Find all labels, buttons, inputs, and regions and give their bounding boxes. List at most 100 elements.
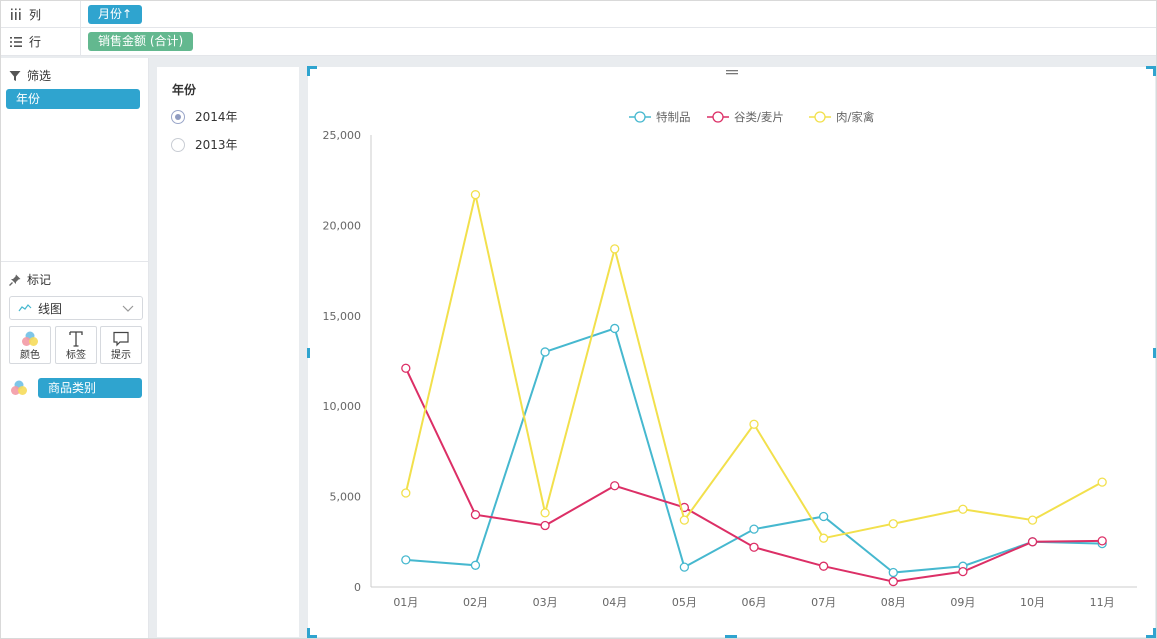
columns-shelf[interactable]: 列 月份↑ <box>1 1 1156 28</box>
pin-icon <box>9 274 21 286</box>
legend-label: 谷类/麦片 <box>734 110 784 124</box>
rows-icon <box>10 36 22 47</box>
data-point <box>818 561 829 571</box>
mark-type-select[interactable]: 线图 <box>9 296 143 320</box>
x-tick-label: 05月 <box>672 596 697 609</box>
legend-swatch-marker <box>634 111 646 123</box>
label-mark-label: 标签 <box>66 350 86 361</box>
resize-corner-bottom-right[interactable] <box>1146 628 1156 638</box>
resize-corner-bottom-left[interactable] <box>307 628 317 638</box>
data-point <box>610 481 620 491</box>
series-line <box>405 327 1103 574</box>
data-point <box>679 515 690 525</box>
data-point <box>888 567 898 578</box>
x-tick-label: 09月 <box>950 596 975 609</box>
color-mark-button[interactable]: 颜色 <box>9 326 51 364</box>
year-option-2013[interactable]: 2013年 <box>171 136 238 153</box>
data-point <box>1027 515 1038 525</box>
radio-selected[interactable] <box>171 109 185 124</box>
y-tick-label: 15,000 <box>323 310 362 323</box>
marks-title-text: 标记 <box>27 273 52 287</box>
data-point <box>540 520 550 531</box>
columns-label-text: 列 <box>29 7 42 22</box>
series-line <box>404 194 1103 540</box>
x-tick-label: 02月 <box>463 596 488 609</box>
x-tick-label: 03月 <box>533 596 558 609</box>
tooltip-mark-label: 提示 <box>111 350 131 361</box>
year-option-label: 2013年 <box>195 138 238 152</box>
y-tick-label: 0 <box>354 581 361 594</box>
data-point <box>679 562 690 572</box>
year-option-2014[interactable]: 2014年 <box>171 108 238 125</box>
rows-shelf[interactable]: 行 销售金额 (合计) <box>1 28 1156 56</box>
filter-section-title: 筛选 <box>9 67 51 84</box>
line-chart-icon <box>18 304 32 312</box>
label-mark-button[interactable]: 标签 <box>55 326 97 364</box>
resize-handle-bottom[interactable] <box>725 635 737 638</box>
radio-unselected[interactable] <box>171 137 185 152</box>
y-tick-label: 20,000 <box>323 219 362 232</box>
year-option-label: 2014年 <box>195 110 238 124</box>
filter-icon <box>9 70 21 81</box>
data-point <box>818 533 829 543</box>
x-tick-label: 08月 <box>881 596 906 609</box>
data-point <box>1097 536 1107 546</box>
data-point <box>1097 477 1107 487</box>
data-point <box>470 510 481 520</box>
data-point <box>401 363 411 373</box>
data-point <box>610 323 620 334</box>
resize-handle-right[interactable] <box>1153 348 1156 358</box>
data-point <box>470 190 481 200</box>
x-tick-label: 07月 <box>811 596 836 609</box>
resize-corner-top-right[interactable] <box>1146 66 1156 76</box>
data-point <box>401 488 411 498</box>
data-point <box>958 504 968 514</box>
resize-corner-top-left[interactable] <box>307 66 317 76</box>
data-point <box>540 508 550 518</box>
year-filter-pill[interactable]: 年份 <box>6 89 140 109</box>
chart-panel[interactable]: 0 5,000 10,000 15,000 20,000 25,000 01月 02月 03月 0… <box>307 66 1156 638</box>
legend-label: 特制品 <box>656 110 691 124</box>
data-point <box>470 560 481 570</box>
product-category-pill[interactable]: 商品类别 <box>38 378 142 398</box>
drag-handle-icon[interactable] <box>725 68 739 77</box>
x-tick-label: 11月 <box>1090 596 1115 609</box>
year-filter-panel: 年份 2014年 2013年 <box>157 67 299 637</box>
resize-handle-left[interactable] <box>307 348 310 358</box>
speech-bubble-icon <box>113 331 129 347</box>
legend-label: 肉/家禽 <box>836 110 875 124</box>
rows-shelf-label: 行 <box>9 28 81 55</box>
filter-title-text: 筛选 <box>27 69 52 83</box>
data-point <box>888 576 898 587</box>
marks-section-title: 标记 <box>9 271 51 288</box>
data-point <box>610 244 620 254</box>
panel-divider <box>1 261 149 262</box>
legend-swatch-marker <box>712 111 724 123</box>
data-point <box>540 347 550 357</box>
data-point <box>401 555 411 565</box>
columns-shelf-label: 列 <box>9 1 81 27</box>
data-point <box>749 524 759 534</box>
sales-amount-field-pill[interactable]: 销售金额 (合计) <box>88 32 194 51</box>
columns-icon <box>11 8 21 20</box>
left-panel: 筛选 年份 标记 线图 颜色 标签 提示 商品类别 <box>1 58 149 638</box>
x-tick-label: 06月 <box>742 596 767 609</box>
legend-swatch-marker <box>814 111 826 123</box>
month-field-pill[interactable]: 月份↑ <box>88 5 143 24</box>
chevron-down-icon <box>122 305 134 312</box>
data-point <box>958 566 968 577</box>
x-tick-label: 10月 <box>1020 596 1045 609</box>
color-palette-icon <box>22 331 38 346</box>
color-encoding-icon <box>11 380 27 395</box>
y-tick-label: 25,000 <box>323 129 362 142</box>
color-mark-label: 颜色 <box>20 350 40 361</box>
filter-panel-title: 年份 <box>172 83 197 97</box>
y-tick-label: 10,000 <box>323 400 362 413</box>
mark-type-value: 线图 <box>38 301 63 316</box>
tooltip-mark-button[interactable]: 提示 <box>100 326 142 364</box>
text-t-icon <box>69 331 83 347</box>
x-tick-label: 01月 <box>393 596 418 609</box>
y-tick-label: 5,000 <box>330 491 362 504</box>
data-point <box>749 542 759 552</box>
